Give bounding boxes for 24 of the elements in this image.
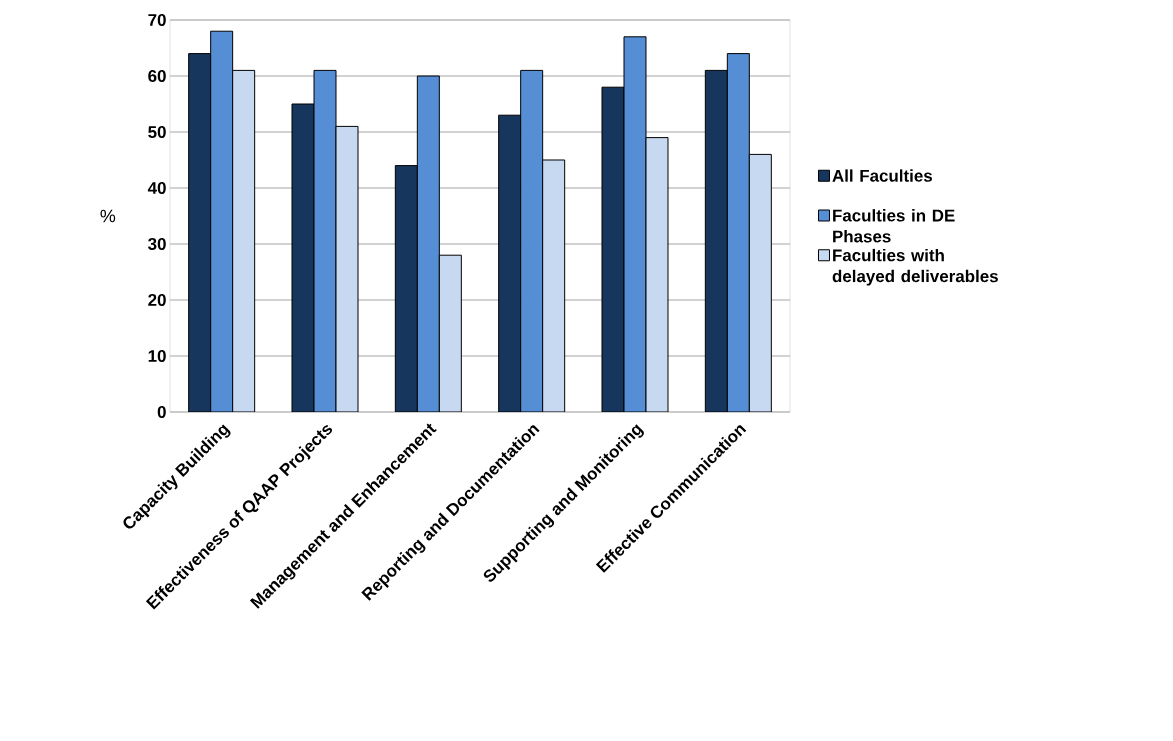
y-tick-label: 0 <box>157 406 166 418</box>
legend-label: All Faculties <box>832 169 932 182</box>
y-tick-label: 70 <box>148 14 166 26</box>
bar <box>335 125 359 412</box>
bar <box>623 36 647 412</box>
y-tick-label: 60 <box>148 70 166 82</box>
y-tick-label: 20 <box>148 294 166 306</box>
y-tick-label: 30 <box>148 237 166 250</box>
bar <box>416 75 440 412</box>
y-axis-title: % <box>100 209 116 223</box>
bar <box>232 69 256 412</box>
bar <box>313 69 337 412</box>
bar <box>210 30 234 412</box>
legend-label: Faculties with delayed deliverables <box>832 248 998 286</box>
bar <box>542 159 566 412</box>
bar <box>726 53 750 412</box>
bar <box>645 137 669 412</box>
bar <box>520 69 544 412</box>
bar <box>748 153 772 412</box>
y-tick-label: 40 <box>147 182 166 194</box>
y-tick-label: 10 <box>148 350 166 362</box>
bar <box>438 254 462 412</box>
legend-label: Faculties in DE Phases <box>833 209 955 243</box>
y-tick-label: 50 <box>148 126 166 138</box>
